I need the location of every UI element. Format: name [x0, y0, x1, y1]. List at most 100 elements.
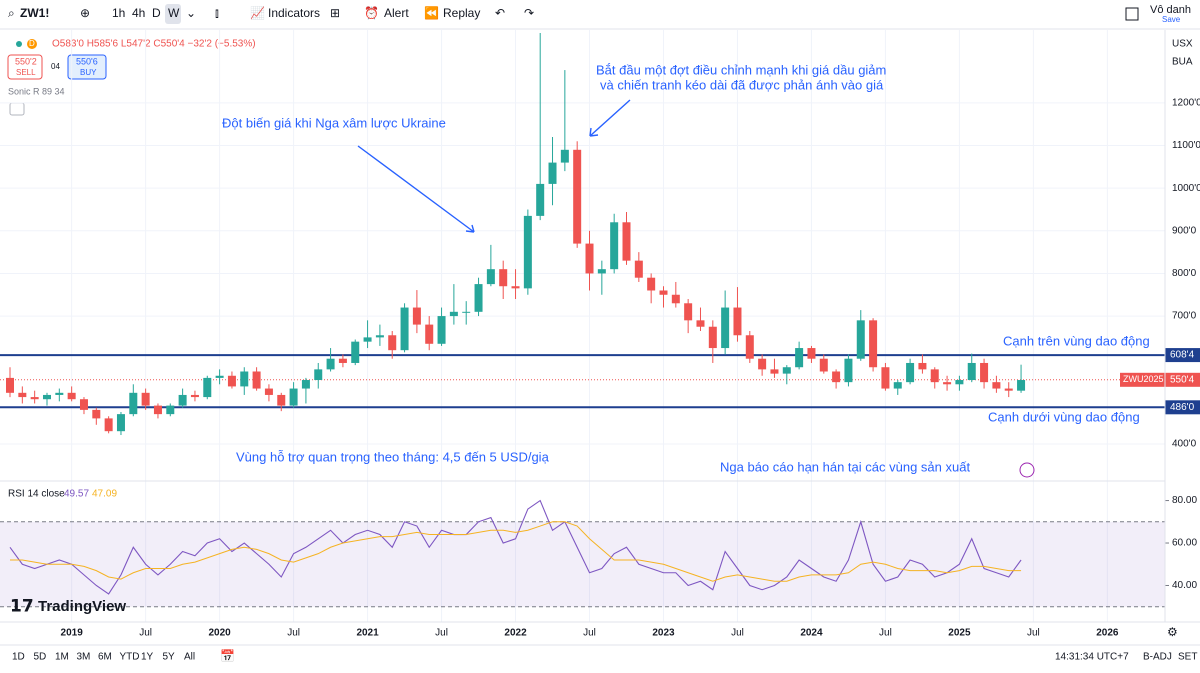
- candle-body: [856, 320, 865, 359]
- range-button[interactable]: All: [184, 652, 195, 663]
- templates[interactable]: ⊞: [330, 6, 340, 20]
- user[interactable]: Vô danh: [1150, 4, 1191, 16]
- rsi-ma-value: 47.09: [92, 489, 117, 500]
- y-tick-label: 1200'0: [1172, 98, 1200, 109]
- candle-body: [351, 341, 360, 363]
- buy: BUY: [80, 68, 97, 77]
- range-button[interactable]: YTD: [120, 652, 140, 663]
- range-button[interactable]: 1M: [55, 652, 69, 663]
- candle-body: [782, 367, 791, 374]
- candle-body: [363, 337, 372, 342]
- x-tick-label: Jul: [1027, 628, 1040, 639]
- range-button[interactable]: 5Y: [163, 652, 176, 663]
- x-tick-label: 2023: [652, 628, 675, 639]
- compare[interactable]: ⊕: [80, 6, 90, 20]
- candle-body: [967, 362, 976, 381]
- x-tick-label: 2022: [504, 628, 527, 639]
- candle-body: [462, 311, 471, 313]
- annotation: Cạnh dưới vùng dao động: [988, 409, 1140, 424]
- range-button[interactable]: 6M: [98, 652, 112, 663]
- candle-body: [6, 377, 14, 393]
- y-tick-label: 700'0: [1172, 311, 1197, 322]
- rsi-tick-label: 40.00: [1172, 580, 1197, 591]
- range-button[interactable]: 5D: [34, 652, 47, 663]
- search-icon[interactable]: ⌕: [8, 6, 15, 20]
- badge-text: D: [29, 39, 35, 48]
- annotation: Cạnh trên vùng dao động: [1003, 333, 1150, 348]
- candle-body: [67, 392, 76, 400]
- alert[interactable]: Alert: [384, 6, 409, 20]
- candle-body: [807, 348, 816, 359]
- candle-body: [745, 335, 754, 359]
- sell-price: 550'2: [15, 56, 37, 66]
- annotation: Bắt đầu một đợt điều chỉnh mạnh khi giá …: [596, 62, 886, 77]
- candle-body: [906, 362, 915, 383]
- range-button[interactable]: 1D: [12, 652, 25, 663]
- candle-body: [573, 149, 582, 244]
- symbol[interactable]: ZW1!: [20, 6, 49, 20]
- candle-body: [412, 307, 421, 325]
- candle-body: [116, 414, 125, 432]
- interval-selected: [165, 4, 181, 24]
- candle-body: [992, 382, 1001, 389]
- replay-icon: ⏪: [424, 6, 439, 20]
- candle-body: [671, 294, 680, 304]
- layout-icon[interactable]: [1125, 7, 1139, 21]
- redo[interactable]: ↷: [524, 6, 534, 20]
- candle-body: [881, 367, 890, 389]
- candle-body: [178, 394, 187, 406]
- level-label: 608'4: [1170, 350, 1195, 361]
- indicators[interactable]: Indicators: [268, 6, 320, 20]
- y-tick-label: 800'0: [1172, 268, 1197, 279]
- alert-icon: ⏰: [364, 5, 379, 20]
- interval[interactable]: 1h: [112, 6, 125, 20]
- candle-body: [844, 358, 853, 383]
- chart-type[interactable]: ⫾: [215, 6, 219, 20]
- dropdown[interactable]: ⌄: [186, 6, 196, 20]
- event-icon[interactable]: [1019, 462, 1035, 478]
- candle-body: [388, 335, 397, 351]
- candle-body: [437, 316, 446, 344]
- candle-body: [1017, 380, 1026, 391]
- adjust[interactable]: B-ADJ: [1143, 652, 1172, 663]
- badge: [27, 39, 37, 49]
- sell: SELL: [16, 68, 36, 77]
- candle-body: [166, 405, 175, 415]
- save[interactable]: Save: [1162, 15, 1181, 24]
- settings[interactable]: ⚙: [1167, 625, 1178, 639]
- currency[interactable]: USX: [1172, 39, 1193, 50]
- range-button[interactable]: 3M: [77, 652, 91, 663]
- candle-body: [832, 371, 841, 383]
- buy-button[interactable]: [67, 54, 107, 80]
- undo[interactable]: ↶: [495, 6, 505, 20]
- collapse[interactable]: [9, 102, 25, 116]
- candle-body: [474, 284, 483, 312]
- candle-body: [252, 371, 261, 389]
- x-tick-label: Jul: [287, 628, 300, 639]
- y-tick-label: 1100'0: [1172, 140, 1200, 151]
- candle-body: [795, 348, 804, 368]
- candle-body: [338, 358, 347, 363]
- rsi-line: [9, 499, 1022, 595]
- interval[interactable]: 4h: [132, 6, 145, 20]
- annotation: và chiến tranh kéo dài đã được phản ánh …: [600, 77, 884, 92]
- unit[interactable]: BUA: [1172, 57, 1193, 68]
- clock: 14:31:34 UTC+7: [1055, 652, 1129, 663]
- x-tick-label: Jul: [731, 628, 744, 639]
- candle-body: [400, 307, 409, 351]
- date-range[interactable]: 📅: [220, 649, 235, 663]
- candle-body: [79, 399, 88, 410]
- x-tick-label: Jul: [583, 628, 596, 639]
- candle-body: [104, 418, 113, 432]
- candle-body: [659, 290, 668, 295]
- level-tag: [1165, 348, 1200, 363]
- interval[interactable]: D: [152, 6, 161, 20]
- range-button[interactable]: 1Y: [141, 652, 154, 663]
- candle-body: [190, 394, 199, 398]
- status-dot: [16, 41, 22, 47]
- replay[interactable]: Replay: [443, 6, 480, 20]
- interval[interactable]: W: [168, 6, 180, 20]
- sell-button[interactable]: [7, 54, 43, 80]
- session[interactable]: SET: [1178, 652, 1197, 663]
